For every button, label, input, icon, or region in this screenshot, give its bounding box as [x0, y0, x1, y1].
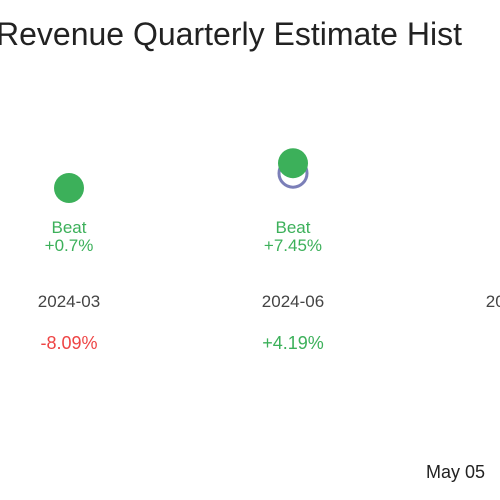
period-label: 2024-06	[262, 292, 324, 311]
result-label: Beat	[276, 218, 311, 237]
surprise-label: +0.7%	[45, 236, 94, 255]
growth-label: -8.09%	[40, 333, 97, 353]
growth-label: +4.19%	[262, 333, 324, 353]
period-label: 2024-09	[486, 292, 500, 311]
actual-marker	[54, 173, 84, 203]
footer-date: May 05	[426, 462, 486, 482]
chart-title: Revenue Quarterly Estimate Hist	[0, 16, 462, 52]
actual-marker	[278, 148, 308, 179]
result-label: Beat	[52, 218, 87, 237]
surprise-label: +7.45%	[264, 236, 322, 255]
period-label: 2024-03	[38, 292, 100, 311]
